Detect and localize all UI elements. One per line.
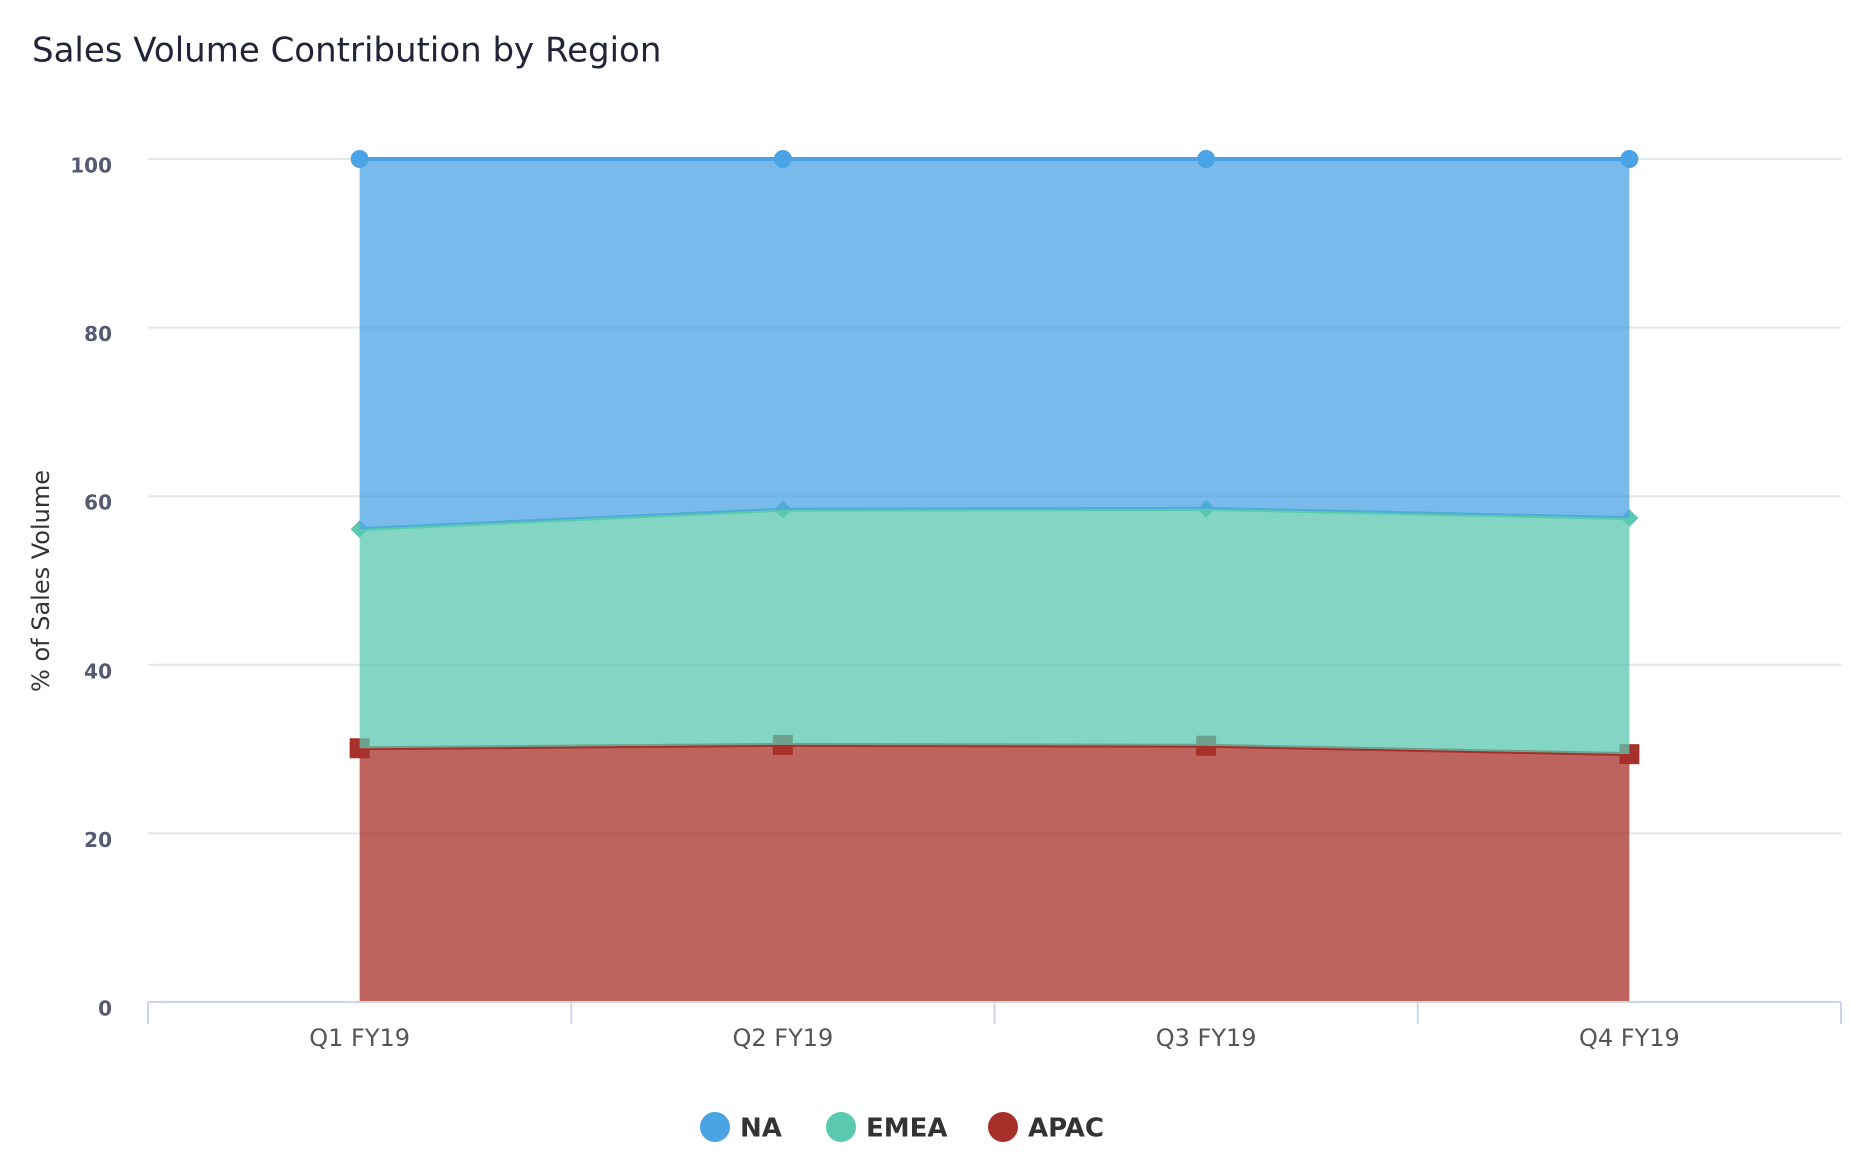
x-tick-label: Q3 FY19 (1156, 1024, 1257, 1052)
y-tick-label: 60 (84, 491, 112, 515)
x-tick-label: Q4 FY19 (1579, 1024, 1680, 1052)
area (359, 744, 1630, 1002)
marker (1620, 150, 1639, 168)
marker (773, 150, 792, 168)
legend-marker (988, 1112, 1018, 1142)
area (359, 508, 1630, 755)
marker (350, 150, 369, 168)
legend-label: NA (740, 1114, 782, 1144)
y-tick-label: 100 (70, 154, 112, 178)
area (359, 159, 1630, 530)
y-axis-title: % of Sales Volume (27, 470, 55, 692)
marker (1197, 150, 1216, 168)
y-tick-label: 40 (84, 659, 112, 683)
legend-label: EMEA (866, 1114, 948, 1144)
chart-title: Sales Volume Contribution by Region (32, 31, 661, 71)
y-tick-label: 0 (98, 997, 112, 1021)
legend-marker (826, 1112, 856, 1142)
x-tick-label: Q1 FY19 (309, 1024, 410, 1052)
legend-marker (700, 1112, 730, 1142)
y-tick-label: 20 (84, 828, 112, 852)
y-tick-label: 80 (84, 322, 112, 346)
x-tick-label: Q2 FY19 (732, 1024, 833, 1052)
legend-label: APAC (1028, 1114, 1104, 1144)
